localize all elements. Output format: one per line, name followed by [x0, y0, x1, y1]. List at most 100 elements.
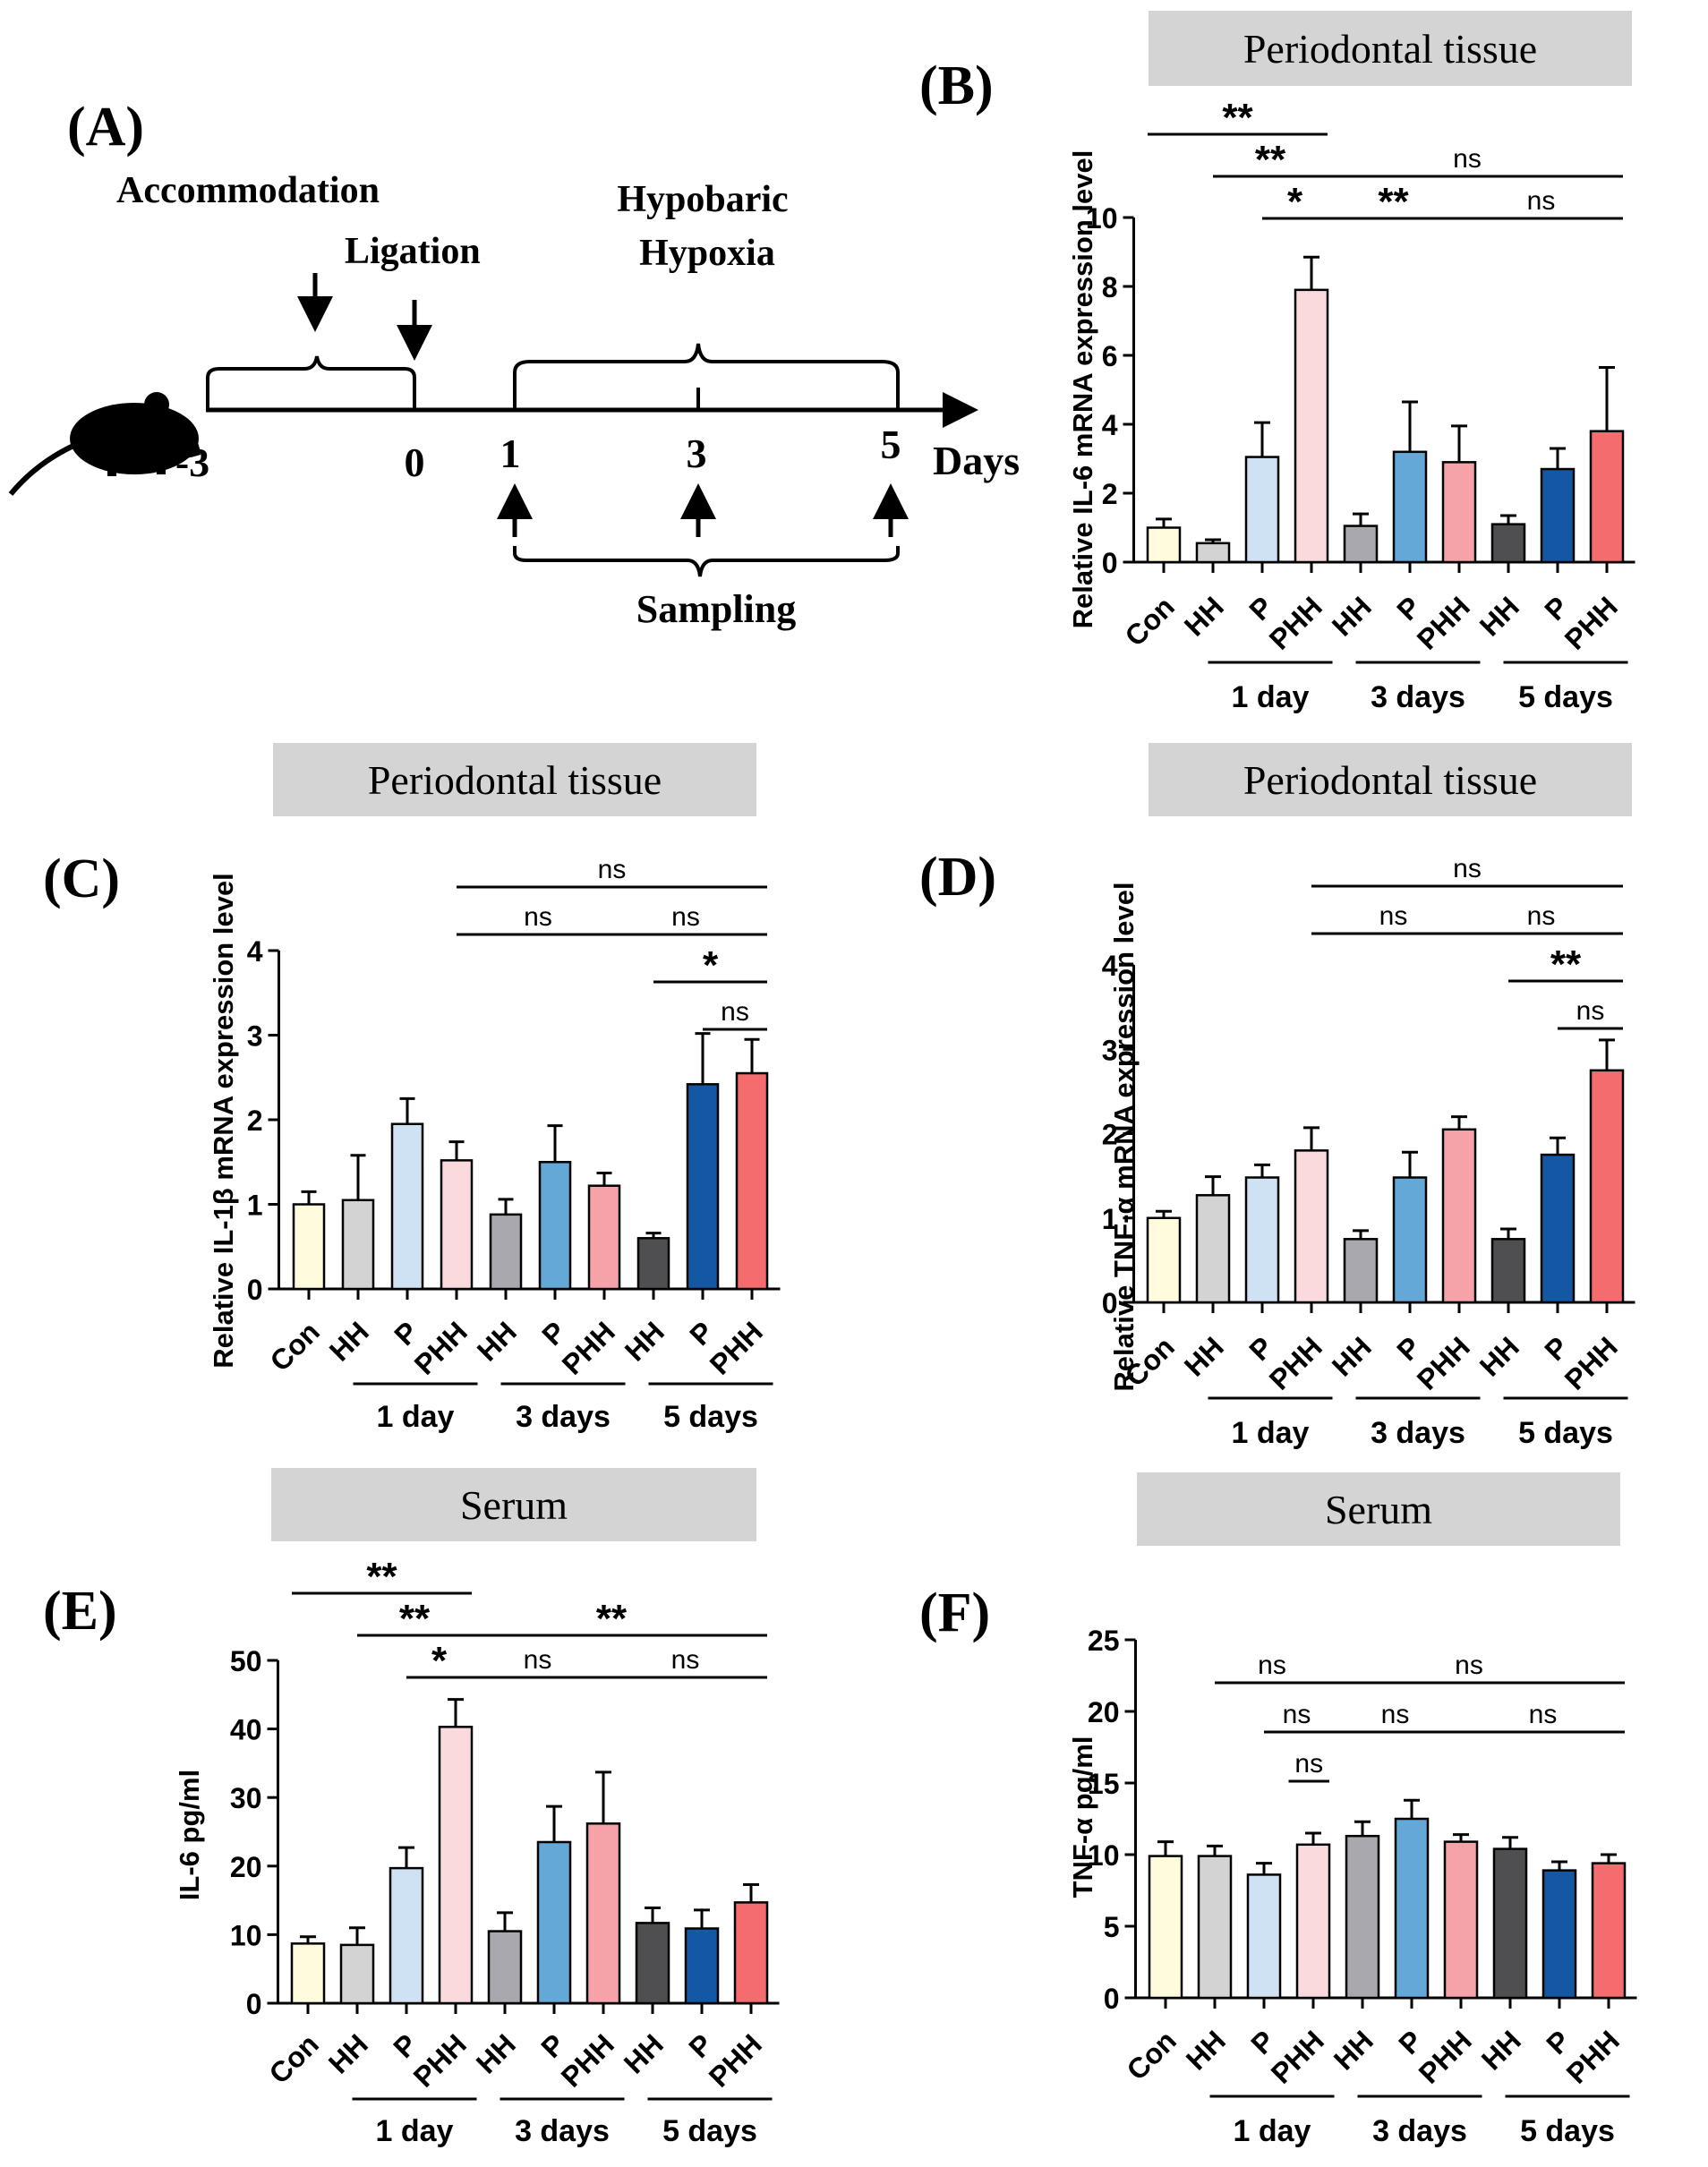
significance-label-4: ** — [1378, 180, 1409, 224]
bar-6 — [1441, 461, 1477, 564]
bar-2 — [1246, 1873, 1282, 2000]
category-label-0: Con — [263, 2027, 325, 2089]
hypoxia-label: Hypoxia — [639, 233, 775, 274]
y-tick-label: 4 — [1102, 950, 1118, 982]
bar-3 — [438, 1726, 474, 2005]
ligation-label: Ligation — [345, 231, 481, 272]
panel-header-box — [1137, 1472, 1620, 1546]
y-tick-label: 30 — [230, 1782, 262, 1814]
category-label-7: HH — [618, 2027, 670, 2079]
category-label-6: PHH — [556, 1315, 621, 1380]
significance-label-3: * — [431, 1639, 448, 1683]
panel-label-c: (C) — [43, 849, 120, 909]
significance-label-2: ** — [596, 1597, 628, 1641]
bar-4 — [1345, 1834, 1380, 2000]
category-label-1: HH — [1180, 2024, 1232, 2076]
tick-label-1: 1 — [500, 431, 521, 476]
group-label-0: 1 day — [1234, 2114, 1311, 2148]
category-label-9: PHH — [1559, 1330, 1624, 1395]
significance-label-2: ns — [1527, 901, 1556, 931]
bar-4 — [487, 1930, 523, 2005]
category-label-7: HH — [1473, 1330, 1525, 1382]
y-tick-label: 1 — [247, 1190, 263, 1222]
bar-2 — [1244, 1176, 1280, 1304]
panel-label-b: (B) — [919, 55, 994, 116]
panel-header-title: Serum — [460, 1482, 568, 1528]
significance-label-0: ns — [598, 855, 627, 884]
days-label: Days — [933, 438, 1020, 483]
significance-label-2: ns — [1283, 1700, 1311, 1729]
bar-5 — [1394, 1817, 1430, 2000]
bar-6 — [587, 1184, 621, 1291]
bar-0 — [1146, 1216, 1182, 1304]
panel-header-box — [273, 743, 756, 816]
group-label-1: 3 days — [515, 2114, 610, 2148]
y-axis-label: Relative IL-6 mRNA expression level — [1067, 150, 1098, 629]
bar-3 — [1294, 288, 1329, 564]
panel-header-title: Serum — [1325, 1487, 1432, 1532]
y-tick-label: 25 — [1088, 1625, 1120, 1657]
bar-1 — [1195, 1194, 1231, 1304]
significance-label-1: ns — [1455, 1651, 1483, 1680]
bar-1 — [341, 1199, 375, 1291]
y-tick-label: 20 — [230, 1851, 262, 1883]
category-label-4: HH — [471, 1315, 523, 1367]
panel-label-a: (A) — [67, 97, 144, 158]
significance-label-1: ** — [1255, 138, 1286, 182]
sampling-label: Sampling — [636, 587, 797, 631]
y-tick-label: 4 — [247, 935, 263, 968]
significance-label-3: * — [1287, 180, 1303, 224]
y-tick-label: 2 — [1102, 1119, 1118, 1151]
group-label-2: 5 days — [662, 2114, 757, 2148]
significance-label-2: ns — [1453, 144, 1482, 174]
y-tick-label: 15 — [1088, 1768, 1120, 1800]
category-label-3: PHH — [408, 1315, 474, 1380]
category-label-3: PHH — [1263, 1330, 1328, 1395]
y-tick-label: 0 — [1104, 1983, 1120, 2015]
group-label-0: 1 day — [1232, 680, 1310, 714]
bar-9 — [735, 1071, 769, 1291]
significance-label-5: ns — [1527, 186, 1556, 216]
category-label-3: PHH — [407, 2027, 473, 2093]
category-label-4: HH — [1328, 2024, 1379, 2076]
bar-5 — [538, 1161, 572, 1291]
y-tick-label: 40 — [230, 1714, 262, 1746]
category-label-4: HH — [1326, 590, 1378, 642]
category-label-9: PHH — [703, 2027, 768, 2093]
significance-label-5: ns — [1294, 1749, 1323, 1779]
category-label-7: HH — [1473, 590, 1525, 642]
group-label-1: 3 days — [1371, 680, 1465, 714]
hypoxia-brace — [513, 343, 900, 394]
tick-label-5: 5 — [881, 422, 901, 467]
panel-header-box — [1149, 11, 1632, 86]
significance-label-1: ns — [524, 902, 552, 932]
accommodation-label: Accommodation — [116, 170, 380, 211]
panel-label-f: (F) — [919, 1583, 990, 1643]
bar-6 — [585, 1822, 621, 2005]
mouse-icon — [8, 392, 201, 496]
y-axis-label: TNF-α pg/ml — [1067, 1736, 1098, 1898]
bar-3 — [1294, 1149, 1329, 1304]
category-label-3: PHH — [1263, 590, 1328, 655]
y-tick-label: 10 — [1086, 202, 1118, 235]
y-tick-label: 10 — [1088, 1839, 1120, 1872]
significance-label-4: ns — [524, 1645, 552, 1675]
y-axis-label: IL-6 pg/ml — [174, 1770, 205, 1900]
bar-3 — [1295, 1843, 1331, 2000]
bar-7 — [1490, 523, 1526, 564]
bar-3 — [440, 1159, 474, 1291]
category-label-9: PHH — [704, 1315, 769, 1380]
y-tick-label: 2 — [247, 1105, 263, 1137]
category-label-1: HH — [322, 2027, 374, 2079]
panel-header-box — [271, 1468, 756, 1541]
significance-label-5: ns — [671, 1645, 700, 1675]
panel-a-schematic: (A) Accommodation Ligation Hypobaric Hyp… — [8, 97, 1020, 631]
category-label-0: Con — [1121, 2024, 1183, 2086]
panel-header-title: Periodontal tissue — [1243, 757, 1537, 803]
y-tick-label: 3 — [1102, 1034, 1118, 1066]
bar-1 — [339, 1943, 375, 2005]
bar-7 — [635, 1922, 670, 2005]
